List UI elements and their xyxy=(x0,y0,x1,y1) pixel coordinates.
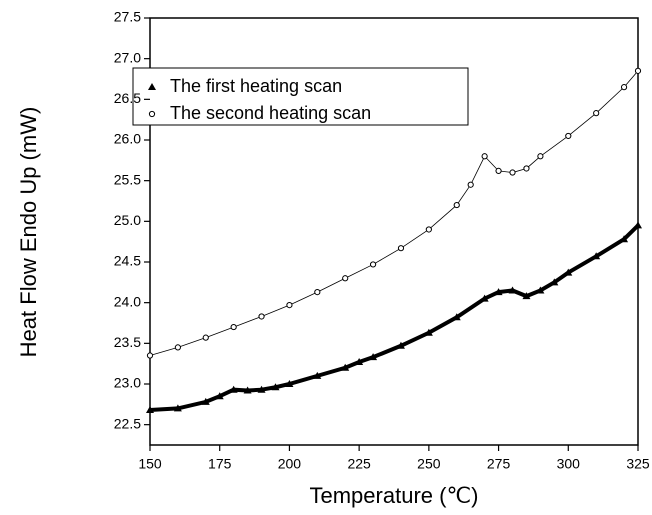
legend-marker xyxy=(148,83,156,90)
data-point xyxy=(397,245,405,252)
legend-box xyxy=(132,67,469,126)
x-axis-label: Temperature (℃) xyxy=(310,483,479,508)
data-point xyxy=(564,268,573,276)
y-tick-label: 23.5 xyxy=(114,334,141,350)
y-tick-label: 25.0 xyxy=(114,212,141,228)
data-point xyxy=(452,313,461,321)
data-point xyxy=(341,363,350,371)
data-point xyxy=(369,261,377,268)
series-line xyxy=(149,223,640,413)
data-point xyxy=(313,371,322,379)
data-point xyxy=(257,385,266,393)
legend-label: The first heating scan xyxy=(170,76,342,96)
x-tick-label: 300 xyxy=(557,456,581,472)
data-point xyxy=(424,328,433,336)
data-point xyxy=(258,313,265,320)
data-point xyxy=(202,334,209,341)
y-tick-label: 27.5 xyxy=(114,9,141,25)
y-tick-label: 24.0 xyxy=(114,293,141,309)
data-point xyxy=(523,165,530,172)
data-point xyxy=(467,181,474,188)
data-point xyxy=(565,132,572,140)
x-tick-label: 225 xyxy=(347,456,371,472)
data-point xyxy=(174,344,181,351)
data-point xyxy=(314,288,321,296)
data-point xyxy=(495,167,502,175)
series-line xyxy=(149,70,639,356)
data-point xyxy=(453,201,460,209)
y-tick-label: 22.5 xyxy=(114,415,141,431)
y-axis-label: Heat Flow Endo Up (mW) xyxy=(16,107,41,358)
y-tick-label: 24.5 xyxy=(114,253,141,269)
data-point xyxy=(286,302,293,309)
data-point xyxy=(620,84,628,91)
x-tick-label: 275 xyxy=(487,456,511,472)
data-point xyxy=(537,153,544,160)
data-point xyxy=(342,275,349,282)
data-point xyxy=(494,288,503,296)
data-point xyxy=(369,353,378,361)
data-point xyxy=(536,286,545,294)
data-point xyxy=(146,352,154,359)
data-point xyxy=(634,67,642,74)
data-point xyxy=(201,397,210,405)
data-point xyxy=(229,385,238,393)
x-tick-label: 200 xyxy=(278,456,302,472)
legend-label: The second heating scan xyxy=(170,103,371,123)
y-tick-label: 26.5 xyxy=(114,90,141,106)
y-tick-label: 25.5 xyxy=(114,171,141,187)
data-point xyxy=(620,235,629,243)
y-tick-label: 26.0 xyxy=(114,131,141,147)
data-point xyxy=(509,169,516,176)
legend-marker xyxy=(148,110,156,118)
plot-frame xyxy=(149,17,639,446)
data-point xyxy=(146,406,154,414)
data-point xyxy=(425,226,432,233)
data-point xyxy=(355,358,364,366)
data-point xyxy=(593,110,600,117)
x-tick-label: 250 xyxy=(417,456,441,472)
data-point xyxy=(550,278,559,286)
x-tick-label: 175 xyxy=(208,456,232,472)
data-point xyxy=(243,386,252,394)
data-point xyxy=(271,383,280,391)
data-point xyxy=(481,153,488,160)
data-point xyxy=(396,341,405,349)
data-point xyxy=(230,323,237,331)
data-point xyxy=(173,404,182,412)
y-tick-label: 23.0 xyxy=(114,375,141,391)
data-point xyxy=(592,252,601,260)
data-point xyxy=(215,392,224,400)
data-point xyxy=(480,294,489,302)
data-point xyxy=(634,221,642,229)
x-tick-label: 150 xyxy=(138,456,162,472)
data-point xyxy=(522,292,531,300)
x-tick-label: 325 xyxy=(626,456,650,472)
data-point xyxy=(508,286,517,294)
data-point xyxy=(285,380,294,387)
y-tick-label: 27.0 xyxy=(114,49,141,65)
